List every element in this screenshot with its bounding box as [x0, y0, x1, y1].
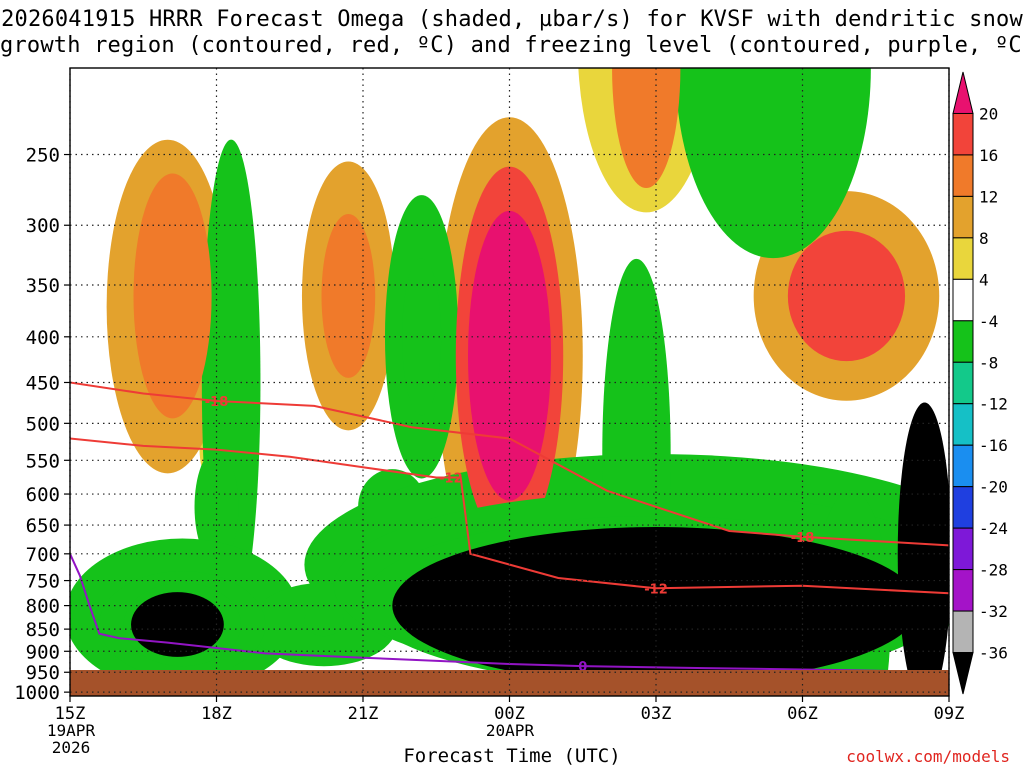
dgz-contour-1-label-1: -12 — [644, 582, 668, 597]
colorbar-bin-3 — [952, 195, 974, 239]
omega-cell-30 — [897, 402, 949, 672]
date-label-19apr-year: 2026 — [51, 738, 91, 757]
colorbar-bin-5 — [952, 278, 974, 322]
colorbar-label-6: -8 — [979, 353, 998, 372]
colorbar-bin-9 — [952, 444, 974, 488]
colorbar-label-5: -4 — [979, 312, 998, 331]
colorbar-bin-11 — [952, 527, 974, 571]
grid-lines — [69, 68, 950, 696]
freezing-level-contour — [70, 553, 949, 672]
colorbar-bin-12 — [952, 569, 974, 612]
omega-cell-1 — [133, 173, 212, 419]
colorbar-bin-13 — [952, 610, 974, 654]
omega-cell-13 — [194, 450, 239, 564]
colorbar-label-2: 12 — [979, 187, 998, 206]
y-tick-label-550: 550 — [26, 450, 60, 472]
colorbar-label-3: 8 — [979, 229, 989, 248]
colorbar-bin-6 — [952, 320, 974, 363]
credit-link[interactable]: coolwx.com/models — [846, 747, 1010, 766]
y-tick-label-250: 250 — [26, 145, 60, 167]
x-tick-label-21Z: 21Z — [348, 704, 379, 724]
x-tick-label-09Z: 09Z — [934, 704, 965, 724]
y-tick-label-500: 500 — [26, 413, 60, 435]
colorbar-bin-2 — [952, 154, 974, 197]
date-label-19apr-day: 19APR — [46, 721, 96, 740]
colorbar-bin-4 — [952, 237, 974, 280]
colorbar-label-4: 4 — [979, 270, 989, 289]
omega-cell-4 — [321, 213, 376, 378]
x-tick-label-03Z: 03Z — [641, 704, 672, 724]
dgz-contour-0-label-1: -18 — [791, 531, 815, 546]
chart-title-line-1: 2026041915 HRRR Forecast Omega (shaded, … — [1, 7, 1023, 32]
omega-cell-9 — [612, 68, 681, 188]
colorbar-label-10: -24 — [979, 519, 1008, 538]
colorbar-label-8: -16 — [979, 436, 1008, 455]
colorbar-bin-10 — [952, 486, 974, 529]
dgz-contour-1-label-0: -12 — [439, 472, 463, 487]
colorbar-label-0: 20 — [979, 104, 998, 123]
dgz-contour-0-label-0: -18 — [205, 395, 229, 410]
colorbar-label-9: -20 — [979, 478, 1008, 497]
omega-cell-23 — [304, 603, 344, 637]
date-label-19apr: 19APR 2026 — [46, 722, 96, 756]
colorbar-top-arrow — [952, 71, 974, 114]
y-tick-label-700: 700 — [26, 544, 60, 566]
y-tick-label-650: 650 — [26, 515, 60, 537]
omega-colorbar: 20 16 12 8 4 -4 -8 -12 -16 -20 -24 -28 -32 -36 — [952, 71, 1008, 695]
colorbar-bottom-arrow — [952, 652, 974, 695]
x-axis-title: Forecast Time (UTC) — [403, 745, 621, 767]
dgz-contour-0 — [70, 381, 949, 547]
colorbar-bin-7 — [952, 361, 974, 405]
omega-cell-15 — [402, 258, 442, 416]
pressure-axis: 2503003504004505005506006507007508008509… — [14, 145, 70, 704]
x-tick-label-06Z: 06Z — [787, 704, 818, 724]
y-tick-label-950: 950 — [26, 662, 60, 684]
omega-cell-7 — [467, 210, 552, 501]
y-tick-label-1000: 1000 — [14, 682, 60, 704]
colorbar-label-12: -32 — [979, 602, 1008, 621]
date-label-20apr: 20APR — [485, 722, 535, 739]
omega-cell-11 — [787, 230, 906, 362]
x-tick-label-15Z: 15Z — [55, 704, 86, 724]
chart-title: 2026041915 HRRR Forecast Omega (shaded, … — [0, 7, 1024, 59]
y-tick-label-600: 600 — [26, 484, 60, 506]
y-tick-label-400: 400 — [26, 327, 60, 349]
y-tick-label-750: 750 — [26, 571, 60, 593]
colorbar-label-1: 16 — [979, 146, 998, 165]
colorbar-label-13: -36 — [979, 644, 1008, 663]
omega-cell-17 — [675, 68, 871, 259]
colorbar-label-11: -28 — [979, 561, 1008, 580]
chart-title-line-2: growth region (contoured, red, ºC) and f… — [0, 33, 1024, 58]
x-tick-label-00Z: 00Z — [494, 704, 525, 724]
y-tick-label-450: 450 — [26, 372, 60, 394]
y-tick-label-850: 850 — [26, 619, 60, 641]
y-tick-label-300: 300 — [26, 215, 60, 237]
temperature-contours: -18 -18 -12 -12 0 — [70, 381, 949, 675]
freezing-level-contour-label-0: 0 — [578, 660, 587, 675]
colorbar-label-7: -12 — [979, 395, 1008, 414]
y-tick-label-900: 900 — [26, 641, 60, 663]
omega-cell-27 — [392, 527, 920, 672]
colorbar-bin-1 — [952, 112, 974, 156]
colorbar-bin-8 — [952, 403, 974, 446]
dgz-contour-1 — [70, 437, 949, 595]
x-tick-label-18Z: 18Z — [201, 704, 232, 724]
time-axis: 15Z 18Z 21Z 00Z 03Z 06Z 09Z — [55, 696, 965, 724]
omega-shaded-field — [70, 68, 949, 672]
date-label-20apr-day: 20APR — [485, 721, 535, 740]
y-tick-label-350: 350 — [26, 275, 60, 297]
y-tick-label-800: 800 — [26, 596, 60, 618]
